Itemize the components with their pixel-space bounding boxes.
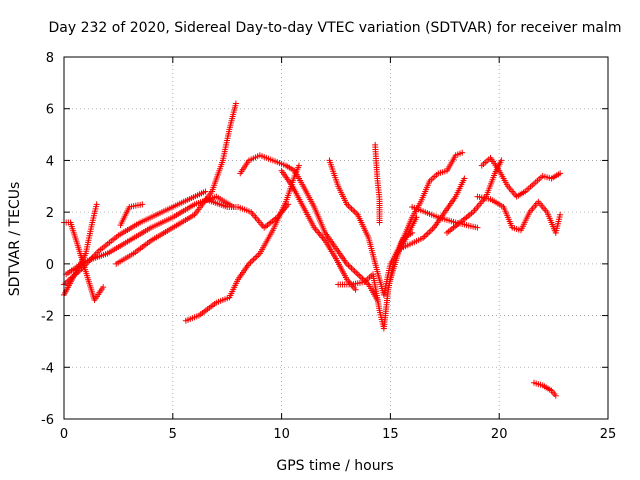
data-point xyxy=(232,100,239,107)
series-track13 xyxy=(372,141,383,226)
series-track16 xyxy=(409,203,481,231)
y-tick-label: 4 xyxy=(46,154,54,169)
series-track18 xyxy=(478,154,564,200)
data-point xyxy=(252,254,259,261)
data-point xyxy=(345,262,352,269)
data-point xyxy=(247,259,254,266)
series-track1 xyxy=(61,219,107,304)
x-tick-label: 15 xyxy=(382,427,399,442)
data-point xyxy=(202,188,209,195)
y-tick-label: -2 xyxy=(41,310,54,325)
data-point xyxy=(255,251,262,258)
plot-frame xyxy=(63,56,609,420)
series-track14 xyxy=(387,149,466,283)
data-point xyxy=(93,201,100,208)
data-point xyxy=(253,253,260,260)
data-point xyxy=(346,263,353,270)
data-point xyxy=(348,265,355,272)
data-point xyxy=(474,224,481,231)
x-tick-label: 0 xyxy=(60,427,68,442)
data-point xyxy=(426,229,433,236)
series-track20 xyxy=(531,379,559,399)
x-tick-label: 25 xyxy=(600,427,617,442)
data-point xyxy=(351,268,358,275)
data-marks xyxy=(61,100,564,399)
y-tick-label: 8 xyxy=(46,51,54,66)
data-point xyxy=(498,157,505,164)
data-point xyxy=(429,226,436,233)
data-point xyxy=(348,205,355,212)
data-point xyxy=(459,149,466,156)
data-point xyxy=(423,232,430,239)
data-point xyxy=(346,204,353,211)
data-point xyxy=(364,280,371,287)
y-axis-label: SDTVAR / TECUs xyxy=(7,182,23,297)
data-point xyxy=(357,274,364,281)
data-point xyxy=(376,219,383,226)
grid xyxy=(64,57,608,419)
series-track10 xyxy=(278,167,359,293)
data-point xyxy=(356,272,363,279)
data-point xyxy=(139,201,146,208)
series-track7 xyxy=(202,196,292,231)
y-tick-label: 6 xyxy=(46,103,54,118)
series-track5 xyxy=(113,100,239,267)
series-track19 xyxy=(474,193,564,236)
data-point xyxy=(557,211,564,218)
y-tick-label: 2 xyxy=(46,206,54,221)
data-point xyxy=(353,269,360,276)
series-track15 xyxy=(398,175,468,252)
data-point xyxy=(351,208,358,215)
data-point xyxy=(409,229,416,236)
y-tick-label: 0 xyxy=(46,258,54,273)
x-tick-label: 20 xyxy=(491,427,508,442)
data-point xyxy=(350,207,357,214)
x-tick-label: 5 xyxy=(169,427,177,442)
chart-title: Day 232 of 2020, Sidereal Day-to-day VTE… xyxy=(49,20,622,36)
y-tick-label: -6 xyxy=(41,413,54,428)
series-track17 xyxy=(443,157,505,236)
series-track9 xyxy=(237,152,381,304)
series-track3 xyxy=(61,188,209,288)
series-track6 xyxy=(117,201,146,229)
y-tick-label: -4 xyxy=(41,361,54,376)
data-point xyxy=(100,284,107,291)
data-point xyxy=(427,227,434,234)
data-point xyxy=(461,175,468,182)
series-track8 xyxy=(182,162,303,324)
data-point xyxy=(250,256,257,263)
data-point xyxy=(249,257,256,264)
data-point xyxy=(296,162,303,169)
data-point xyxy=(557,170,564,177)
x-tick-label: 10 xyxy=(273,427,290,442)
x-axis-label: GPS time / hours xyxy=(276,458,393,474)
data-point xyxy=(552,392,559,399)
data-point xyxy=(354,271,361,278)
ticks: 0 5 10 15 20 25 -6 -4 -2 0 2 4 6 8 xyxy=(41,51,616,442)
data-point xyxy=(350,266,357,273)
data-point xyxy=(424,230,431,237)
data-point xyxy=(352,286,359,293)
